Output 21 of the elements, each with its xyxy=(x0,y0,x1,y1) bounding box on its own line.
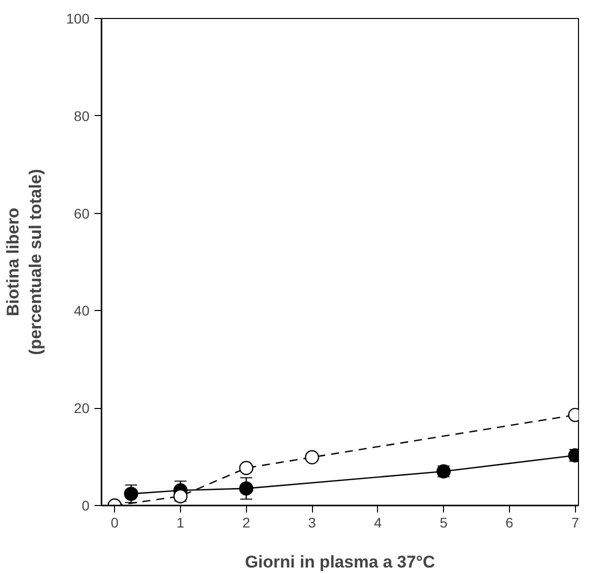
point xyxy=(239,481,254,496)
y-tick-label: 40 xyxy=(74,302,90,319)
y-tick-label: 60 xyxy=(74,205,90,222)
x-tick-label: 7 xyxy=(571,514,580,530)
x-tick-label: 6 xyxy=(506,514,514,530)
point xyxy=(304,450,320,464)
x-tick-label: 5 xyxy=(440,514,448,530)
y-tick-label: 0 xyxy=(82,498,90,514)
x-tick-label: 0 xyxy=(110,514,119,530)
y-axis-title: Biotina libero (percentuale sul totale) xyxy=(3,168,46,356)
x-tick-label: 1 xyxy=(176,514,185,530)
point xyxy=(124,486,138,501)
x-axis-title: Giorni in plasma a 37°C xyxy=(244,552,436,572)
point xyxy=(239,460,254,476)
point xyxy=(173,489,188,504)
x-tick-label: 3 xyxy=(308,514,316,530)
y-tick-label: 80 xyxy=(74,108,90,124)
y-tick-label: 100 xyxy=(66,10,90,26)
y-tick-label: 20 xyxy=(74,400,90,416)
x-tick-label: 2 xyxy=(242,514,250,530)
x-tick-label: 4 xyxy=(374,514,382,530)
